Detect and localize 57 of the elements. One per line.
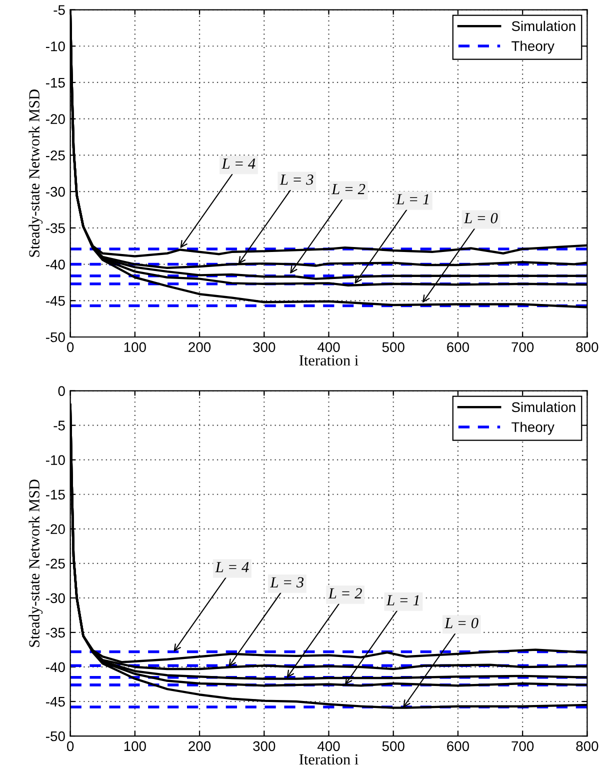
annotation: L = 4 xyxy=(215,562,249,572)
x-tick-label: 300 xyxy=(253,741,276,752)
y-tick-label: -5 xyxy=(54,5,65,15)
legend-label: Theory xyxy=(512,40,554,54)
y-tick-label: -30 xyxy=(46,186,65,197)
y-tick-label: -15 xyxy=(46,78,65,88)
x-tick-label: 600 xyxy=(447,741,470,752)
y-tick-label: -25 xyxy=(46,558,65,569)
x-tick-label: 100 xyxy=(124,342,146,352)
annotation: L = 3 xyxy=(270,577,304,588)
y-tick-label: -35 xyxy=(46,628,65,638)
y-tick-label: -45 xyxy=(46,296,65,306)
x-tick-label: 500 xyxy=(382,741,404,752)
y-tick-label: -15 xyxy=(46,490,65,500)
legend-label: Simulation xyxy=(512,402,576,412)
y-tick-label: -40 xyxy=(46,260,65,270)
y-tick-label: -10 xyxy=(46,41,65,52)
y-tick-label: 0 xyxy=(58,386,65,396)
y-tick-label: -40 xyxy=(46,662,65,672)
annotation: L = 0 xyxy=(464,213,498,224)
y-axis-title: Steady-state Network MSD xyxy=(28,480,43,647)
y-tick-label: -35 xyxy=(46,223,65,234)
annotation: L = 3 xyxy=(280,174,314,185)
x-tick-label: 300 xyxy=(253,342,276,352)
legend-label: Theory xyxy=(512,422,554,435)
x-tick-label: 700 xyxy=(512,741,534,752)
x-axis-title: Iteration i xyxy=(299,355,358,366)
x-axis-title: Iteration i xyxy=(299,754,358,765)
annotation: L = 1 xyxy=(396,194,428,204)
annotation: L = 2 xyxy=(331,184,366,194)
y-tick-label: -50 xyxy=(46,731,65,742)
x-tick-label: 400 xyxy=(317,741,340,752)
annotation: L = 0 xyxy=(444,618,478,628)
y-tick-label: -25 xyxy=(46,150,65,160)
x-tick-label: 800 xyxy=(576,741,598,752)
y-tick-label: -30 xyxy=(46,593,65,604)
y-tick-label: -20 xyxy=(46,524,65,534)
y-tick-label: -20 xyxy=(46,114,65,124)
y-tick-label: -5 xyxy=(54,420,65,430)
x-tick-label: 800 xyxy=(576,342,598,352)
y-axis-title: Steady-state Network MSD xyxy=(28,90,43,257)
x-tick-label: 100 xyxy=(124,741,146,752)
annotation: L = 2 xyxy=(328,588,362,598)
y-tick-label: -45 xyxy=(46,696,65,707)
x-tick-label: 500 xyxy=(382,342,404,352)
x-tick-label: 600 xyxy=(447,342,470,352)
x-tick-label: 0 xyxy=(67,741,74,752)
legend-label: Simulation xyxy=(512,20,576,32)
x-tick-label: 0 xyxy=(67,342,74,352)
annotation: L = 1 xyxy=(386,595,419,606)
x-tick-label: 200 xyxy=(188,342,211,352)
annotation: L = 4 xyxy=(222,158,256,169)
x-tick-label: 700 xyxy=(512,342,534,352)
x-tick-label: 400 xyxy=(317,342,340,352)
x-tick-label: 200 xyxy=(188,741,211,752)
y-tick-label: -50 xyxy=(46,332,65,342)
y-tick-label: -10 xyxy=(46,455,65,466)
